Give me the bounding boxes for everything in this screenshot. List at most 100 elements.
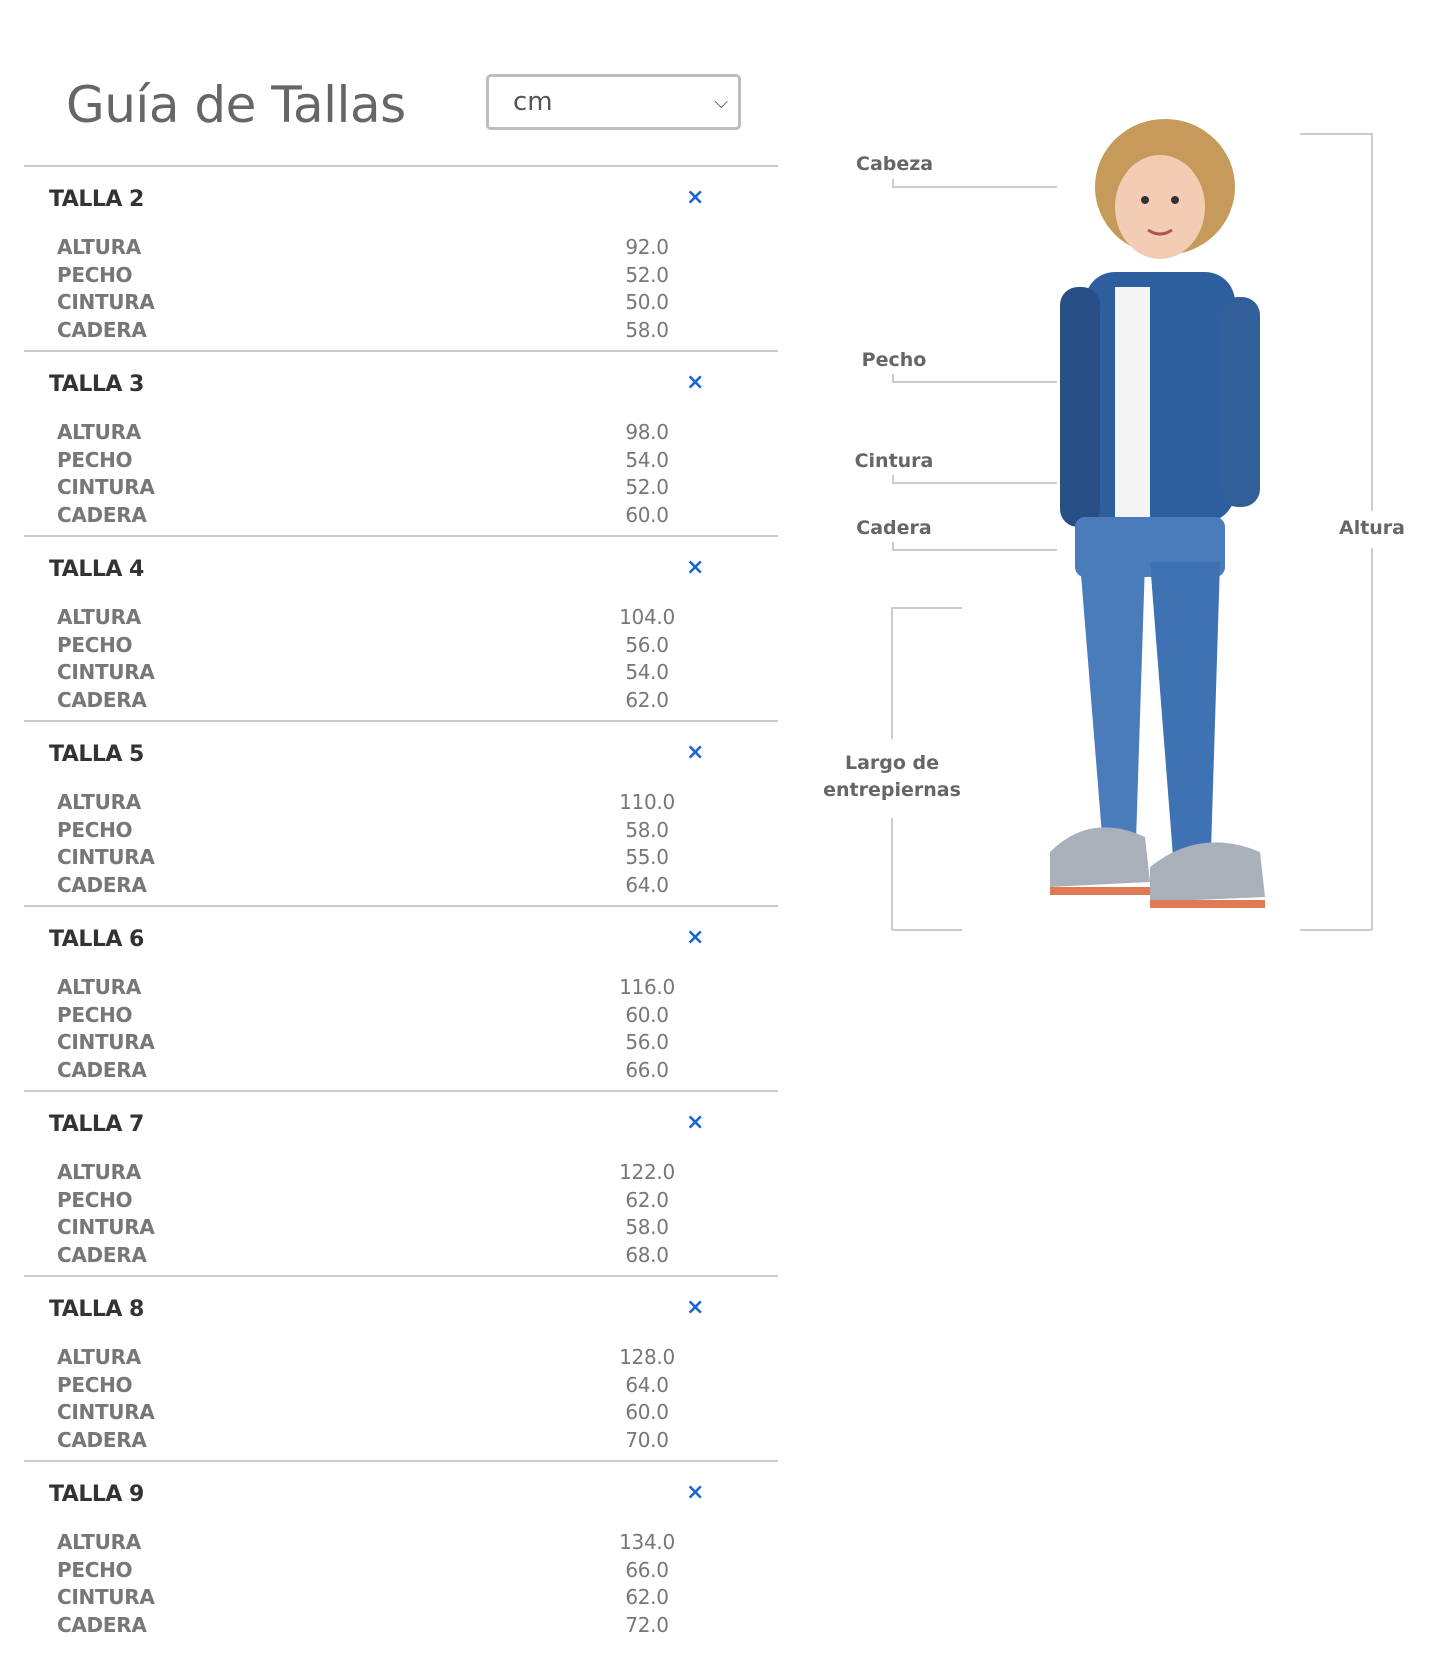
measure-label: PECHO xyxy=(57,447,133,472)
measure-value: 56.0 xyxy=(625,632,669,657)
size-title: TALLA 4 xyxy=(49,557,144,582)
measure-row: ALTURA 134.0 xyxy=(57,1530,687,1557)
measure-value: 116.0 xyxy=(619,975,675,999)
measure-row: ALTURA 128.0 xyxy=(57,1345,687,1372)
measure-value: 70.0 xyxy=(625,1427,669,1452)
chevron-down-icon: ⌵ xyxy=(714,92,728,113)
measure-row: CINTURA 58.0 xyxy=(57,1215,687,1242)
label-cintura: Cintura xyxy=(854,450,934,472)
measure-value: 134.0 xyxy=(619,1530,675,1554)
measure-row: CINTURA 55.0 xyxy=(57,845,687,872)
measure-row: CINTURA 60.0 xyxy=(57,1400,687,1427)
label-cabeza: Cabeza xyxy=(856,153,934,175)
measure-row: PECHO 52.0 xyxy=(57,263,687,290)
measure-row: CINTURA 50.0 xyxy=(57,290,687,317)
size-list: TALLA 2 × ALTURA 92.0 PECHO 52.0 CINTURA… xyxy=(24,165,778,1645)
measure-value: 62.0 xyxy=(625,687,669,712)
measure-row: CINTURA 56.0 xyxy=(57,1030,687,1057)
measure-row: PECHO 54.0 xyxy=(57,448,687,475)
measure-row: PECHO 56.0 xyxy=(57,633,687,660)
measure-value: 128.0 xyxy=(619,1345,675,1369)
measure-label: PECHO xyxy=(57,1557,133,1582)
measure-value: 56.0 xyxy=(625,1030,669,1054)
measure-row: PECHO 58.0 xyxy=(57,818,687,845)
measure-value: 64.0 xyxy=(625,1372,669,1397)
size-section: TALLA 3 × ALTURA 98.0 PECHO 54.0 CINTURA… xyxy=(24,350,778,535)
measure-row: PECHO 64.0 xyxy=(57,1373,687,1400)
size-title: TALLA 2 xyxy=(49,187,144,212)
size-title: TALLA 7 xyxy=(49,1112,144,1137)
measure-label: CADERA xyxy=(57,1242,147,1267)
divider xyxy=(892,374,894,382)
unit-select-value: cm xyxy=(513,87,553,117)
measure-value: 55.0 xyxy=(625,845,669,869)
measure-value: 66.0 xyxy=(625,1557,669,1582)
measure-value: 104.0 xyxy=(619,605,675,629)
measure-value: 66.0 xyxy=(625,1057,669,1082)
label-altura: Altura xyxy=(1338,517,1406,539)
divider xyxy=(892,475,894,483)
measure-label: CADERA xyxy=(57,1612,147,1637)
measure-value: 58.0 xyxy=(625,317,669,342)
measure-label: ALTURA xyxy=(57,420,141,444)
measure-value: 122.0 xyxy=(619,1160,675,1184)
measure-value: 60.0 xyxy=(625,1002,669,1027)
measure-label: ALTURA xyxy=(57,790,141,814)
size-title: TALLA 5 xyxy=(49,742,144,767)
size-section: TALLA 9 × ALTURA 134.0 PECHO 66.0 CINTUR… xyxy=(24,1460,778,1645)
measure-value: 60.0 xyxy=(625,1400,669,1424)
measure-row: CADERA 60.0 xyxy=(57,503,687,530)
unit-select[interactable]: cm ⌵ xyxy=(486,74,741,130)
altura-bracket-bottom xyxy=(1300,929,1372,931)
measure-value: 62.0 xyxy=(625,1585,669,1609)
measure-value: 52.0 xyxy=(625,262,669,287)
label-largo-2: entrepiernas xyxy=(823,779,961,801)
measure-row: CADERA 64.0 xyxy=(57,873,687,900)
label-largo-1: Largo de xyxy=(844,752,940,774)
measure-value: 110.0 xyxy=(619,790,675,814)
measure-label: CINTURA xyxy=(57,660,155,684)
measure-value: 60.0 xyxy=(625,502,669,527)
close-icon[interactable]: × xyxy=(686,925,705,950)
size-section: TALLA 7 × ALTURA 122.0 PECHO 62.0 CINTUR… xyxy=(24,1090,778,1275)
close-icon[interactable]: × xyxy=(686,185,705,210)
close-icon[interactable]: × xyxy=(686,555,705,580)
largo-bracket-bottom xyxy=(892,929,962,931)
measure-label: ALTURA xyxy=(57,605,141,629)
measure-row: CINTURA 62.0 xyxy=(57,1585,687,1612)
measure-value: 72.0 xyxy=(625,1612,669,1637)
measure-label: CADERA xyxy=(57,317,147,342)
measure-row: PECHO 66.0 xyxy=(57,1558,687,1585)
close-icon[interactable]: × xyxy=(686,1295,705,1320)
measure-row: CINTURA 52.0 xyxy=(57,475,687,502)
measure-label: PECHO xyxy=(57,262,133,287)
measure-value: 98.0 xyxy=(625,420,669,444)
measure-label: PECHO xyxy=(57,1002,133,1027)
close-icon[interactable]: × xyxy=(686,370,705,395)
measure-value: 64.0 xyxy=(625,872,669,897)
measure-value: 58.0 xyxy=(625,817,669,842)
largo-bracket-top xyxy=(892,607,962,609)
measure-label: CINTURA xyxy=(57,1585,155,1609)
close-icon[interactable]: × xyxy=(686,1110,705,1135)
divider xyxy=(892,179,894,187)
measure-value: 54.0 xyxy=(625,447,669,472)
measure-row: PECHO 60.0 xyxy=(57,1003,687,1030)
close-icon[interactable]: × xyxy=(686,740,705,765)
measure-value: 54.0 xyxy=(625,660,669,684)
measure-label: CADERA xyxy=(57,872,147,897)
measure-label: ALTURA xyxy=(57,235,141,259)
cintura-line xyxy=(892,482,1057,484)
measure-label: CINTURA xyxy=(57,290,155,314)
measure-label: ALTURA xyxy=(57,975,141,999)
measure-row: ALTURA 98.0 xyxy=(57,420,687,447)
measure-row: CADERA 62.0 xyxy=(57,688,687,715)
measure-row: CADERA 58.0 xyxy=(57,318,687,345)
measure-label: CADERA xyxy=(57,1427,147,1452)
close-icon[interactable]: × xyxy=(686,1480,705,1505)
measure-value: 62.0 xyxy=(625,1187,669,1212)
altura-bracket-top xyxy=(1300,133,1372,135)
size-section: TALLA 6 × ALTURA 116.0 PECHO 60.0 CINTUR… xyxy=(24,905,778,1090)
measure-row: ALTURA 92.0 xyxy=(57,235,687,262)
size-title: TALLA 6 xyxy=(49,927,144,952)
